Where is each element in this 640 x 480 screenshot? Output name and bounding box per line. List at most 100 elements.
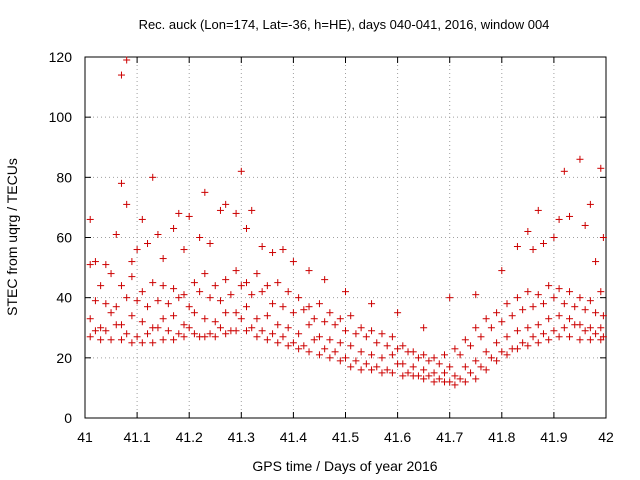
- data-point: [196, 234, 204, 241]
- data-point: [534, 321, 542, 329]
- data-point: [263, 282, 271, 290]
- data-point: [399, 342, 407, 350]
- data-point: [513, 327, 521, 335]
- data-point: [128, 273, 136, 281]
- data-point: [399, 372, 407, 380]
- data-point: [170, 312, 178, 320]
- data-point: [482, 315, 490, 323]
- data-point: [555, 333, 563, 341]
- data-point: [550, 327, 558, 335]
- data-point: [149, 279, 157, 287]
- data-point: [524, 324, 532, 332]
- data-point: [269, 330, 277, 338]
- data-point: [269, 300, 277, 308]
- data-point: [164, 300, 172, 308]
- data-point: [566, 288, 574, 296]
- data-point: [196, 333, 204, 341]
- data-point: [477, 363, 485, 371]
- data-point: [461, 336, 469, 344]
- data-point: [362, 360, 370, 368]
- data-point: [560, 167, 568, 175]
- data-point: [566, 212, 574, 220]
- data-point: [592, 330, 600, 338]
- data-point: [170, 224, 178, 232]
- data-point: [149, 173, 157, 181]
- data-point: [295, 345, 303, 353]
- data-point: [216, 324, 224, 332]
- data-point: [368, 327, 376, 335]
- data-point: [102, 327, 110, 335]
- data-point: [91, 258, 99, 266]
- data-point: [435, 375, 443, 383]
- data-point: [326, 336, 334, 344]
- data-point: [315, 300, 323, 308]
- data-point: [269, 249, 277, 257]
- data-point: [180, 333, 188, 341]
- data-point: [368, 300, 376, 308]
- data-point: [550, 294, 558, 302]
- data-point: [232, 309, 240, 317]
- data-points: [86, 56, 607, 389]
- data-point: [581, 306, 589, 314]
- data-point: [586, 200, 594, 208]
- data-point: [206, 294, 214, 302]
- data-point: [368, 366, 376, 374]
- data-point: [279, 246, 287, 254]
- data-point: [107, 270, 115, 278]
- x-tick-label: 41.6: [384, 429, 411, 445]
- data-point: [144, 330, 152, 338]
- data-point: [243, 303, 251, 311]
- data-point: [409, 363, 417, 371]
- data-point: [446, 363, 454, 371]
- data-point: [159, 315, 167, 323]
- data-point: [383, 342, 391, 350]
- data-point: [232, 267, 240, 275]
- data-point: [237, 167, 245, 175]
- data-point: [138, 288, 146, 296]
- data-point: [159, 336, 167, 344]
- data-point: [597, 288, 605, 296]
- data-point: [420, 351, 428, 359]
- data-point: [175, 330, 183, 338]
- data-point: [493, 309, 501, 317]
- data-point: [86, 261, 94, 269]
- data-point: [170, 336, 178, 344]
- data-point: [560, 324, 568, 332]
- data-point: [123, 56, 131, 64]
- data-point: [394, 309, 402, 317]
- x-tick-label: 41.8: [488, 429, 515, 445]
- data-point: [263, 336, 271, 344]
- data-point: [123, 200, 131, 208]
- data-point: [258, 288, 266, 296]
- data-point: [451, 372, 459, 380]
- data-point: [232, 209, 240, 217]
- data-point: [599, 234, 607, 241]
- data-point: [388, 369, 396, 377]
- data-point: [97, 324, 105, 332]
- data-point: [373, 363, 381, 371]
- data-point: [138, 318, 146, 326]
- data-point: [211, 318, 219, 326]
- data-point: [472, 324, 480, 332]
- data-point: [576, 155, 584, 163]
- data-point: [128, 312, 136, 320]
- data-point: [274, 279, 282, 287]
- data-point: [420, 375, 428, 383]
- data-point: [446, 378, 454, 386]
- data-point: [472, 357, 480, 365]
- data-point: [279, 333, 287, 341]
- data-point: [451, 381, 459, 389]
- data-point: [524, 227, 532, 235]
- data-point: [227, 291, 235, 299]
- data-point: [211, 282, 219, 290]
- data-point: [300, 306, 308, 314]
- data-point: [222, 276, 230, 284]
- data-point: [237, 282, 245, 290]
- data-point: [331, 321, 339, 329]
- data-point: [305, 321, 313, 329]
- data-point: [399, 360, 407, 368]
- data-point: [149, 339, 157, 347]
- data-point: [102, 261, 110, 269]
- data-point: [524, 288, 532, 296]
- data-point: [519, 339, 527, 347]
